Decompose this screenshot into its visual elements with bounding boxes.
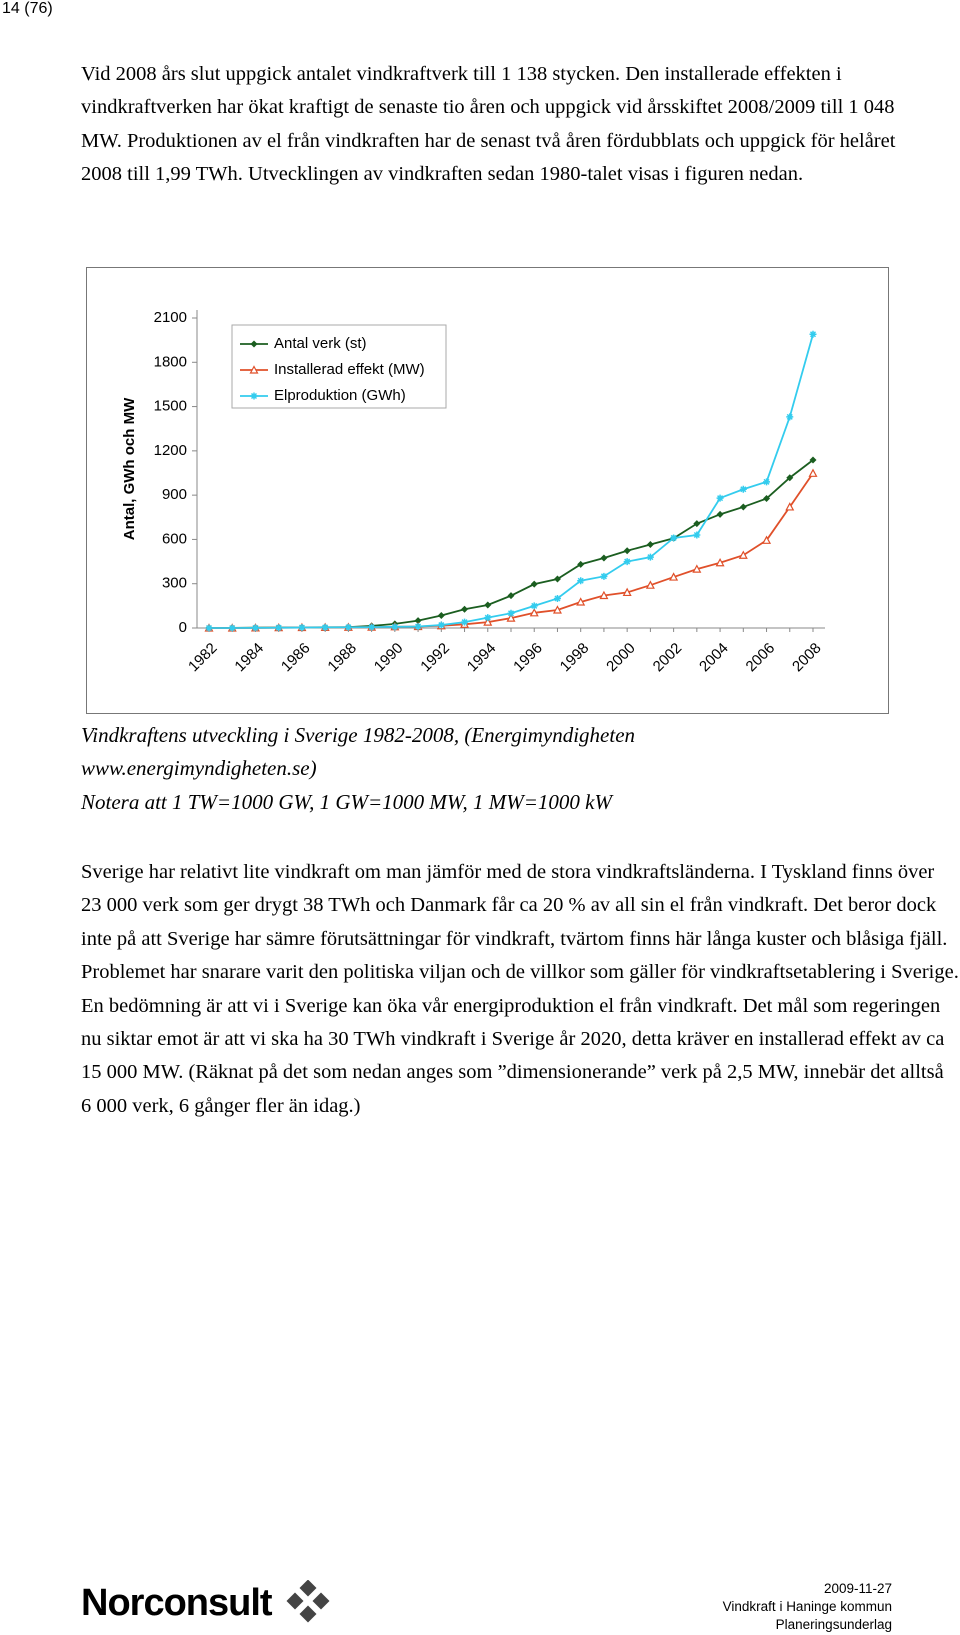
marker bbox=[275, 624, 283, 632]
legend-label: Installerad effekt (MW) bbox=[274, 361, 425, 378]
marker bbox=[739, 503, 747, 511]
marker bbox=[738, 550, 748, 559]
marker bbox=[576, 597, 586, 606]
chart-frame bbox=[86, 267, 889, 714]
y-tick-label: 1200 bbox=[154, 442, 187, 459]
y-axis-title: Antal, GWh och MW bbox=[121, 397, 138, 540]
marker bbox=[321, 623, 329, 631]
marker bbox=[646, 553, 654, 561]
marker bbox=[250, 340, 258, 348]
legend-label: Antal verk (st) bbox=[274, 335, 367, 352]
marker bbox=[530, 602, 538, 610]
legend-box bbox=[231, 324, 447, 409]
marker bbox=[716, 494, 724, 502]
marker bbox=[552, 605, 562, 614]
y-tick-label: 1800 bbox=[154, 353, 187, 370]
marker bbox=[507, 609, 515, 617]
footer-info: 2009-11-27 Vindkraft i Haninge kommun Pl… bbox=[723, 1580, 892, 1634]
marker bbox=[623, 547, 631, 555]
marker bbox=[716, 510, 724, 518]
y-tick-label: 1500 bbox=[154, 398, 187, 415]
marker bbox=[298, 624, 306, 632]
marker bbox=[414, 623, 422, 631]
y-tick-label: 600 bbox=[162, 530, 187, 547]
marker bbox=[715, 557, 725, 567]
chart: Antal, GWh och MW 0 300 600 900 1200 1500 1800… bbox=[86, 267, 889, 714]
marker bbox=[693, 520, 701, 528]
caption-note: Notera att 1 TW=1000 GW, 1 GW=1000 MW, 1… bbox=[81, 790, 612, 814]
marker bbox=[461, 605, 469, 613]
marker bbox=[577, 577, 585, 585]
page-number: 14 (76) bbox=[2, 0, 53, 17]
marker bbox=[437, 611, 445, 619]
marker bbox=[600, 572, 608, 580]
marker bbox=[484, 614, 492, 622]
marker bbox=[693, 531, 701, 539]
marker bbox=[437, 621, 445, 629]
logo-icon bbox=[286, 1580, 330, 1623]
marker bbox=[507, 592, 515, 600]
marker bbox=[763, 495, 771, 503]
marker bbox=[205, 624, 213, 632]
caption-source: Vindkraftens utveckling i Sverige 1982-2… bbox=[81, 723, 636, 780]
marker bbox=[622, 587, 632, 597]
marker bbox=[577, 560, 585, 568]
marker bbox=[553, 575, 561, 583]
marker bbox=[809, 456, 817, 464]
marker bbox=[646, 540, 654, 548]
marker bbox=[645, 580, 655, 589]
marker bbox=[391, 623, 399, 631]
marker bbox=[692, 564, 702, 573]
marker bbox=[786, 413, 794, 421]
paragraph: Vid 2008 års slut uppgick antalet vindkr… bbox=[81, 63, 896, 186]
marker bbox=[461, 618, 469, 626]
marker bbox=[809, 330, 817, 338]
marker bbox=[228, 624, 236, 632]
marker bbox=[600, 554, 608, 562]
marker bbox=[762, 535, 772, 544]
marker bbox=[763, 478, 771, 486]
footer-date: 2009-11-27 bbox=[823, 1581, 892, 1596]
marker bbox=[785, 502, 795, 511]
marker bbox=[669, 572, 679, 581]
legend-label: Elproduktion (GWh) bbox=[274, 387, 406, 404]
marker bbox=[786, 474, 794, 482]
y-tick-label: 300 bbox=[162, 575, 187, 592]
footer-line: Planeringsunderlag bbox=[775, 1617, 892, 1632]
y-tick-label: 2100 bbox=[154, 309, 187, 326]
marker bbox=[249, 365, 259, 374]
marker bbox=[530, 580, 538, 588]
logo-text: Norconsult bbox=[81, 1582, 273, 1624]
marker bbox=[739, 485, 747, 493]
marker bbox=[529, 608, 539, 617]
marker bbox=[344, 623, 352, 631]
marker bbox=[484, 601, 492, 609]
paragraph: Sverige har relativt lite vindkraft om m… bbox=[81, 861, 959, 1117]
marker bbox=[483, 617, 493, 626]
marker bbox=[414, 617, 422, 625]
marker bbox=[368, 623, 376, 631]
marker bbox=[599, 590, 609, 600]
marker bbox=[251, 624, 259, 632]
marker bbox=[553, 594, 561, 602]
marker bbox=[506, 613, 516, 622]
footer-line: Vindkraft i Haninge kommun bbox=[722, 1599, 892, 1614]
marker bbox=[808, 468, 818, 477]
marker bbox=[623, 558, 631, 566]
marker bbox=[670, 534, 678, 542]
y-tick-label: 0 bbox=[179, 619, 187, 636]
marker bbox=[250, 392, 258, 400]
y-tick-label: 900 bbox=[162, 486, 187, 503]
